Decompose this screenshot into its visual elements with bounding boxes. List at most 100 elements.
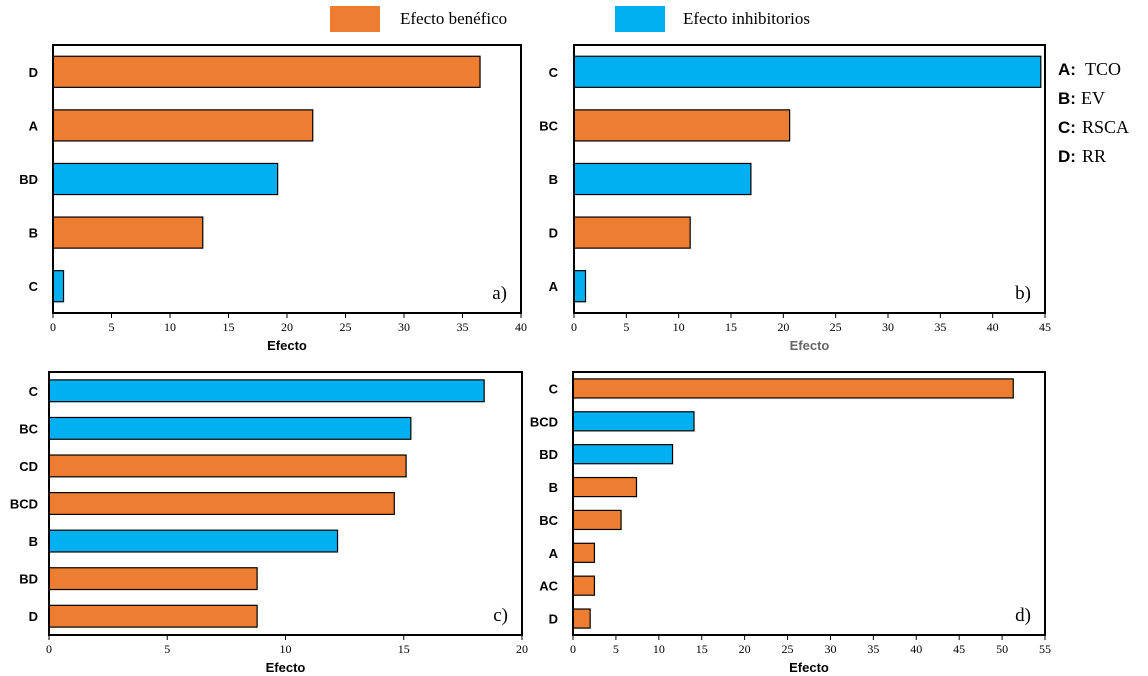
bar-a [52, 109, 314, 142]
x-tick-label: 30 [882, 320, 894, 334]
bar-bd [52, 162, 279, 196]
category-label: C [29, 384, 39, 399]
x-tick-label: 30 [398, 320, 410, 334]
x-tick-label: 15 [398, 642, 410, 656]
category-label: BCD [530, 414, 558, 429]
bar-b [52, 216, 204, 249]
x-tick-label: 25 [340, 320, 352, 334]
x-tick-label: 15 [725, 320, 737, 334]
category-label: B [29, 534, 38, 549]
x-tick-label: 20 [516, 642, 528, 656]
bar-c [572, 378, 1014, 399]
x-tick-label: 25 [830, 320, 842, 334]
category-label: BC [539, 118, 558, 133]
panel-label: b) [1015, 283, 1031, 304]
factor-key-b-name: EV [1081, 88, 1105, 108]
category-label: B [549, 480, 558, 495]
category-label: D [29, 609, 38, 624]
category-label: D [549, 226, 558, 241]
x-tick-label: 0 [571, 320, 577, 334]
factor-key-d-code: D: [1058, 147, 1076, 166]
bar-c [52, 270, 65, 303]
category-label: A [549, 546, 559, 561]
x-tick-label: 35 [867, 642, 879, 656]
x-tick-label: 0 [46, 642, 52, 656]
legend-swatch-beneficial [330, 6, 380, 32]
factor-key-a-code: A: [1058, 60, 1076, 79]
x-tick-label: 55 [1039, 642, 1051, 656]
bar-cd [48, 454, 407, 478]
x-tick-label: 45 [953, 642, 965, 656]
category-label: B [549, 172, 558, 187]
legend-label-beneficial: Efecto benéfico [400, 9, 507, 28]
category-label: D [29, 65, 38, 80]
bar-bc [572, 509, 622, 531]
bar-b [572, 476, 638, 498]
category-label: C [549, 65, 559, 80]
bar-ac [572, 575, 596, 596]
bar-d [572, 608, 591, 629]
x-tick-label: 0 [50, 320, 56, 334]
bar-d [48, 604, 258, 628]
panel-label: c) [493, 605, 508, 626]
factor-key-c-name: RSCA [1082, 117, 1129, 137]
category-label: BD [19, 572, 38, 587]
category-label: A [549, 279, 559, 294]
category-label: B [29, 226, 38, 241]
legend: Efecto benéfico Efecto inhibitorios [330, 6, 810, 32]
x-tick-label: 40 [515, 320, 527, 334]
bar-c [48, 379, 485, 403]
x-axis-title: Efecto [267, 338, 307, 353]
factor-key-a-name: TCO [1085, 59, 1121, 79]
bar-bd [572, 444, 674, 465]
category-label: D [549, 612, 558, 627]
bar-bd [48, 567, 258, 591]
x-tick-label: 40 [910, 642, 922, 656]
x-tick-label: 40 [987, 320, 999, 334]
panel-label: a) [492, 283, 507, 304]
category-label: C [29, 279, 39, 294]
panel-c: C BC CD BCD B BD D 0 5 10 15 20 Efecto c) [10, 371, 528, 675]
x-tick-label: 5 [164, 642, 170, 656]
bar-bcd [48, 492, 395, 515]
x-axis-title: Efecto [789, 660, 829, 675]
x-tick-label: 20 [281, 320, 293, 334]
legend-label-inhibitory: Efecto inhibitorios [683, 9, 810, 28]
bar-b [573, 162, 752, 196]
panel-label: d) [1015, 605, 1031, 626]
factor-key-b-code: B: [1058, 89, 1076, 108]
x-tick-label: 35 [934, 320, 946, 334]
bar-a [572, 542, 596, 563]
panel-d: C BCD BD B BC A AC D 0 5 10 15 20 25 30 35 40 45 50 55 Efect… [530, 371, 1051, 675]
bar-d [573, 216, 691, 249]
legend-swatch-inhibitory [615, 6, 665, 32]
factor-key-c-code: C: [1058, 118, 1076, 137]
x-tick-label: 5 [613, 642, 619, 656]
x-tick-label: 30 [824, 642, 836, 656]
panel-b: C BC B D A 0 5 10 15 20 25 30 35 40 45 Efecto b) [539, 44, 1051, 353]
x-tick-label: 0 [570, 642, 576, 656]
factor-key-d-name: RR [1082, 146, 1106, 166]
panel-a: D A BD B C 0 5 10 15 20 25 30 35 40 Efecto a) [19, 44, 527, 353]
x-tick-label: 15 [223, 320, 235, 334]
category-label: BD [539, 447, 558, 462]
plot-frame [572, 371, 1046, 636]
x-tick-label: 50 [996, 642, 1008, 656]
x-tick-label: 10 [653, 642, 665, 656]
bar-c [573, 55, 1042, 88]
category-label: BC [539, 513, 558, 528]
bar-d [52, 55, 481, 88]
plot-frame [573, 44, 1046, 314]
x-tick-label: 35 [457, 320, 469, 334]
x-tick-label: 45 [1039, 320, 1051, 334]
bar-bc [573, 109, 791, 142]
x-tick-label: 25 [782, 642, 794, 656]
x-axis-title: Efecto [266, 660, 306, 675]
bar-bcd [572, 411, 695, 432]
factor-key: A: TCO B: EV C: RSCA D: RR [1058, 59, 1129, 166]
category-label: C [549, 381, 559, 396]
category-label: BC [19, 421, 38, 436]
x-tick-label: 5 [109, 320, 115, 334]
bar-bc [48, 416, 412, 440]
